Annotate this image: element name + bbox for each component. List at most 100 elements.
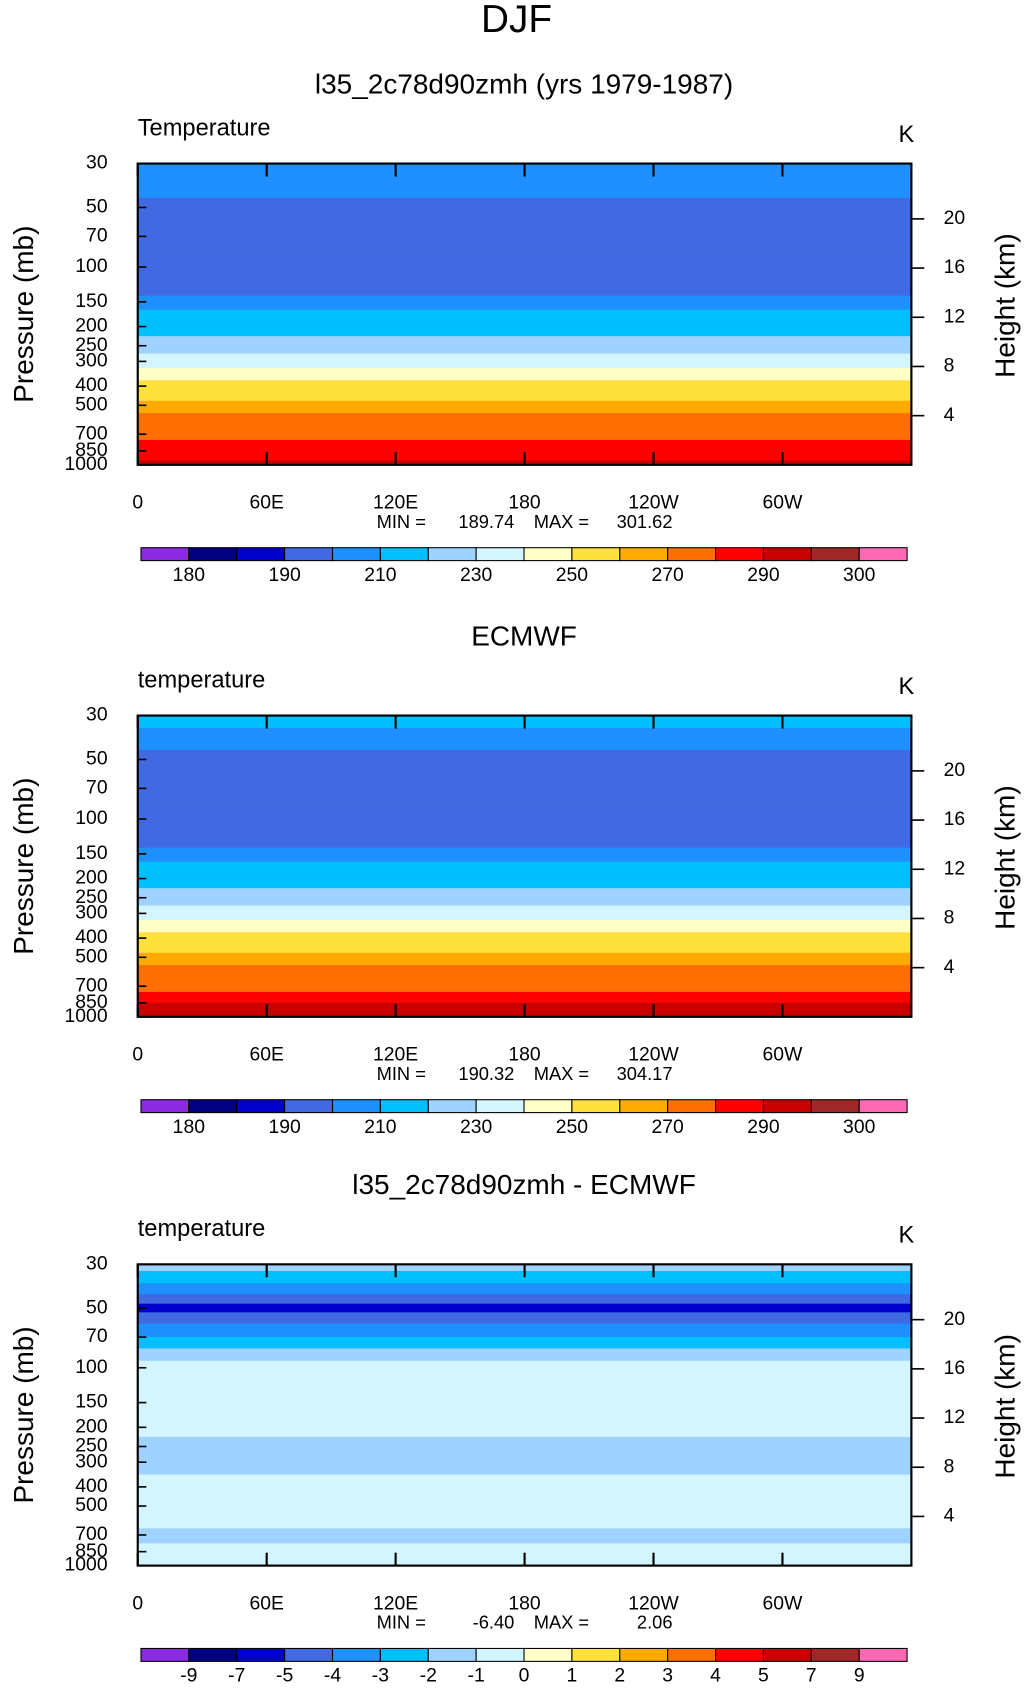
y-tick-label: 400 — [75, 926, 108, 948]
colorbar-box — [140, 547, 190, 562]
contour-band — [137, 1312, 912, 1325]
panel-title: l35_2c78d90zmh (yrs 1979-1987) — [315, 68, 733, 99]
contour-band — [137, 773, 912, 805]
colorbar-box — [762, 547, 812, 562]
contour-band — [137, 905, 912, 921]
colorbar-box — [523, 1647, 573, 1662]
colorbar-box — [284, 1099, 334, 1114]
colorbar-label: 230 — [460, 564, 493, 586]
x-tick-label: 120W — [628, 492, 679, 514]
contour-band — [137, 1360, 912, 1386]
colorbar-box — [810, 1647, 860, 1662]
variable-label: temperature — [138, 1216, 266, 1242]
colorbar-box — [715, 1647, 764, 1662]
colorbar-box — [427, 547, 477, 562]
min-label: MIN = — [377, 1063, 426, 1084]
y-tick-label: 500 — [75, 1494, 108, 1516]
contour-band — [137, 1528, 912, 1544]
colorbar-box — [427, 1099, 477, 1114]
colorbar-label: 210 — [364, 564, 397, 586]
colorbar-box — [571, 1099, 621, 1114]
y2-tick-label: 8 — [944, 1455, 955, 1477]
y2-axis-label: Height (km) — [990, 785, 1021, 930]
y2-tick-label: 12 — [944, 857, 966, 879]
colorbar-box — [331, 1647, 381, 1662]
y2-tick-label: 16 — [944, 256, 966, 278]
contour-band — [137, 920, 912, 934]
panel-title: l35_2c78d90zmh - ECMWF — [352, 1169, 696, 1200]
colorbar-label: 1 — [567, 1665, 578, 1687]
x-tick-label: 0 — [132, 492, 143, 514]
colorbar-box — [619, 547, 669, 562]
colorbar-label: -9 — [180, 1665, 197, 1687]
contour-band — [137, 943, 912, 954]
contour-band — [137, 1270, 912, 1284]
y-tick-label: 1000 — [65, 1554, 108, 1576]
x-tick-label: 0 — [132, 1044, 143, 1066]
colorbar-box — [715, 547, 764, 562]
y-tick-label: 150 — [75, 1391, 108, 1413]
y-tick-label: 850 — [75, 1540, 108, 1562]
colorbar-label: 250 — [556, 1116, 589, 1138]
colorbar-label: -1 — [468, 1665, 485, 1687]
colorbar-box — [188, 1647, 238, 1662]
x-tick-label: 120E — [373, 1044, 418, 1066]
y-tick-label: 100 — [75, 255, 108, 277]
colorbar-box — [858, 1099, 908, 1114]
colorbar-box — [475, 547, 525, 562]
y2-axis-label: Height (km) — [990, 233, 1021, 378]
contour-band — [137, 1496, 912, 1515]
colorbar-box — [379, 1647, 429, 1662]
contour-band — [137, 830, 912, 849]
max-value: 2.06 — [637, 1612, 673, 1633]
colorbar-label: 180 — [173, 1116, 206, 1138]
contour-band — [137, 965, 912, 981]
y-tick-label: 30 — [86, 1252, 108, 1274]
colorbar-box — [140, 1099, 190, 1114]
y2-tick-label: 20 — [944, 1308, 966, 1330]
colorbar-box — [427, 1647, 477, 1662]
max-value: 301.62 — [617, 511, 673, 532]
contour-band — [137, 1385, 912, 1416]
contour-band — [137, 400, 912, 414]
contour-band — [137, 1454, 912, 1476]
y-tick-label: 300 — [75, 350, 108, 372]
contour-band — [137, 336, 912, 355]
contour-band — [137, 1474, 912, 1498]
x-tick-label: 180 — [508, 492, 541, 514]
y-tick-label: 150 — [75, 842, 108, 864]
colorbar-label: -7 — [228, 1665, 245, 1687]
colorbar-label: 290 — [747, 1116, 780, 1138]
contour-band — [137, 861, 912, 875]
colorbar-box — [475, 1099, 525, 1114]
colorbar-box — [236, 547, 286, 562]
colorbar-box — [284, 547, 334, 562]
x-tick-label: 120E — [373, 1592, 418, 1614]
x-tick-label: 60E — [249, 1044, 284, 1066]
contour-band — [137, 309, 912, 323]
contour-band — [137, 847, 912, 863]
y-axis-label: Pressure (mb) — [8, 226, 39, 403]
max-value: 304.17 — [617, 1063, 673, 1084]
contour-band — [137, 1323, 912, 1338]
contour-band — [137, 932, 912, 944]
x-tick-label: 0 — [132, 1592, 143, 1614]
y-tick-label: 70 — [86, 224, 108, 246]
contour-band — [137, 952, 912, 966]
y2-tick-label: 4 — [944, 956, 955, 978]
y-tick-label: 150 — [75, 290, 108, 312]
y-tick-label: 850 — [75, 439, 108, 461]
colorbar-box — [379, 547, 429, 562]
contour-band — [137, 391, 912, 402]
colorbar-box — [667, 547, 717, 562]
y-tick-label: 100 — [75, 1356, 108, 1378]
contour-band — [137, 368, 912, 382]
min-label: MIN = — [377, 511, 426, 532]
colorbar-label: 190 — [268, 1116, 301, 1138]
y-tick-label: 700 — [75, 1523, 108, 1545]
contour-band — [137, 197, 912, 223]
x-tick-label: 180 — [508, 1592, 541, 1614]
y-tick-label: 1000 — [65, 1005, 108, 1027]
contour-band — [137, 251, 912, 279]
